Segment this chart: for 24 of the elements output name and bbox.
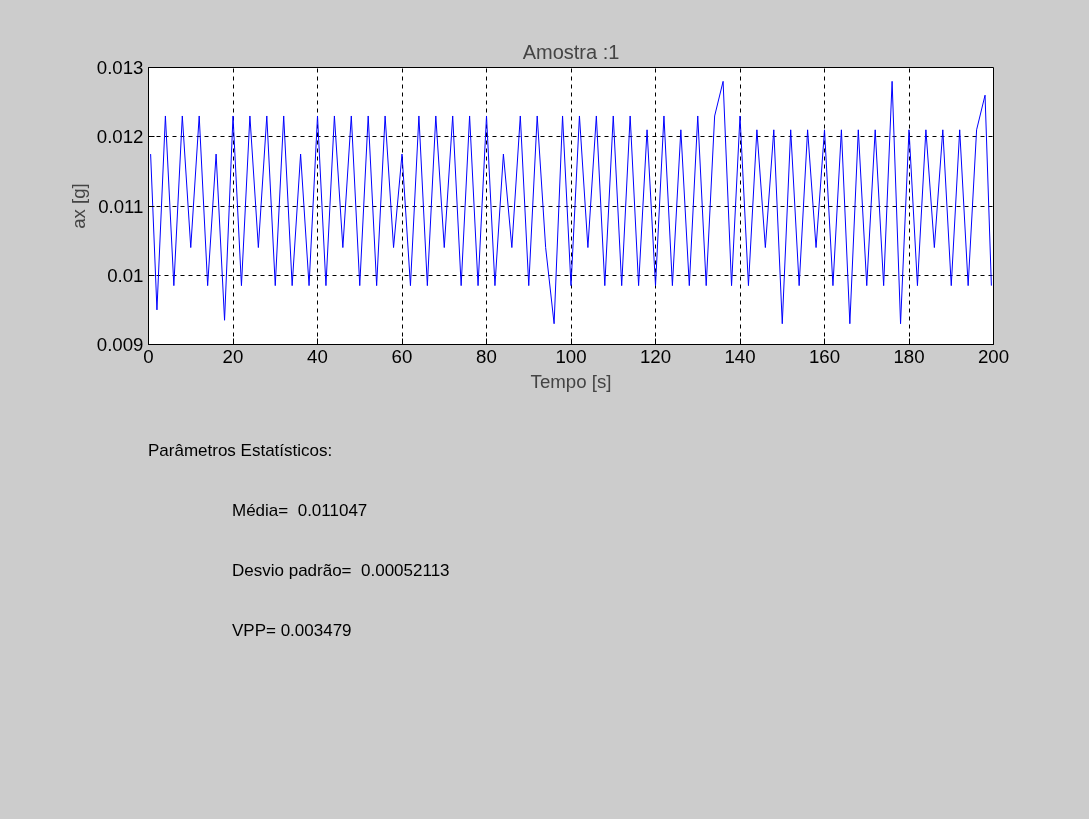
text: Parâmetros Estatísticos:: [148, 440, 333, 462]
text: Desvio padrão= 0.00052113: [232, 560, 450, 582]
x-tick-label: 100: [555, 345, 587, 367]
y-tick-label: 0.013: [96, 57, 144, 78]
y-tick-label: 0.01: [107, 264, 144, 286]
y-axis-title: ax [g]: [67, 183, 89, 229]
y-tick-label: 0.011: [98, 195, 144, 217]
x-tick-label: 160: [808, 345, 841, 367]
x-tick-label: 60: [391, 345, 413, 367]
chart-title: Amostra :1: [522, 40, 620, 63]
text: VPP= 0.003479: [232, 620, 352, 642]
x-tick-label: 120: [639, 345, 672, 367]
x-tick-label: 20: [222, 345, 244, 367]
x-tick-label: 180: [893, 345, 925, 367]
x-axis-title: Tempo [s]: [530, 370, 612, 392]
y-tick-label: 0.012: [96, 126, 144, 148]
x-tick-label: 40: [307, 345, 328, 367]
x-tick-label: 0: [143, 345, 154, 367]
x-tick-label: 140: [724, 345, 756, 367]
line-series: [150, 80, 992, 325]
x-tick-label: 200: [977, 345, 1010, 367]
x-tick-label: 80: [476, 345, 497, 367]
text: Média= 0.011047: [232, 500, 368, 522]
y-tick-label: 0.009: [96, 334, 144, 355]
